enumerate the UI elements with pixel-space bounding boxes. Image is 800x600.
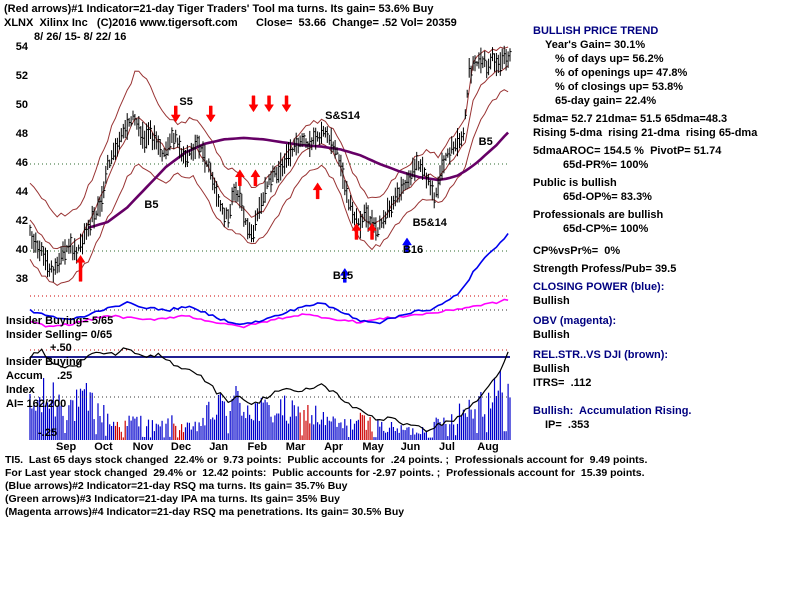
- rel-str-header: REL.STR..VS DJI (brown):: [533, 349, 669, 361]
- price-tick-label: 42: [15, 215, 28, 227]
- footer-indicator-4-line: (Magenta arrows)#4 Indicator=21-day RSQ …: [5, 506, 405, 518]
- strength-ratio: Strength Profess/Pub= 39.5: [533, 263, 677, 275]
- signal-label: B5&14: [412, 217, 447, 230]
- accumulation-header: Bullish: Accumulation Rising.: [533, 405, 692, 417]
- month-label: Jul: [439, 441, 455, 453]
- ai-neg-scale-label: -.25: [38, 427, 57, 439]
- sell-arrow-icon: [264, 95, 274, 113]
- month-label: Feb: [247, 441, 268, 453]
- month-label: Jan: [209, 441, 229, 453]
- signal-label: B5: [144, 198, 159, 211]
- ip-value: IP= .353: [545, 419, 590, 431]
- aroc-pivot: 5dmaAROC= 154.5 % PivotP= 51.74: [533, 145, 722, 157]
- month-label: Nov: [132, 441, 154, 453]
- price-tick-label: 54: [15, 41, 28, 53]
- sell-arrow-icon: [281, 95, 292, 113]
- month-label: Sep: [56, 441, 77, 453]
- professional-sentiment: Professionals are bullish: [533, 209, 664, 221]
- insider-buying-count: Insider Buying= 5/65: [6, 315, 114, 327]
- insider-buying-label: Insider Buying: [6, 356, 83, 368]
- footer-year-line: For Last year stock changed 29.4% or 12.…: [5, 467, 645, 479]
- index-label: Index: [6, 384, 35, 396]
- month-label: Oct: [94, 441, 113, 453]
- date-range: 8/ 26/ 15- 8/ 22/ 16: [34, 31, 127, 43]
- buy-arrow-icon: [351, 222, 362, 240]
- closing-power-status: Bullish: [533, 295, 570, 307]
- public-sentiment: Public is bullish: [533, 177, 617, 189]
- signal-label: B15: [332, 270, 354, 283]
- sell-arrow-icon: [205, 105, 216, 123]
- cp-scale-label: +.50: [50, 342, 72, 354]
- statistics-panel: BULLISH PRICE TREND Year's Gain= 30.1% % o…: [533, 24, 795, 432]
- accum-label: Accum: [6, 370, 43, 382]
- gain-65day: 65-day gain= 22.4%: [555, 95, 657, 107]
- indicator-1-line: (Red arrows)#1 Indicator=21-day Tiger Tr…: [4, 3, 434, 15]
- buy-arrow-icon: [250, 169, 261, 187]
- dma-values: 5dma= 52.7 21dma= 51.5 65dma=48.3: [533, 113, 728, 125]
- sell-arrow-icon: [248, 95, 259, 113]
- month-label: Dec: [170, 441, 192, 453]
- dma-trend: Rising 5-dma rising 21-dma rising 65-dma: [533, 127, 758, 139]
- footer-ti5-line: TI5. Last 65 days stock changed 22.4% or…: [5, 454, 648, 466]
- month-label: Mar: [285, 441, 306, 453]
- month-label: May: [362, 441, 384, 453]
- signal-label: B16: [402, 243, 424, 256]
- pct-openings-up: % of openings up= 47.8%: [555, 67, 688, 79]
- month-label: Apr: [324, 441, 344, 453]
- price-tick-label: 46: [15, 157, 28, 169]
- month-label: Aug: [477, 441, 499, 453]
- cp-65d: 65d-CP%= 100%: [563, 223, 649, 235]
- price-tick-label: 50: [15, 99, 28, 111]
- month-label: Jun: [400, 441, 421, 453]
- price-tick-label: 52: [15, 70, 28, 82]
- obv-status: Bullish: [533, 329, 570, 341]
- rel-str-status: Bullish: [533, 363, 570, 375]
- price-tick-label: 44: [15, 186, 28, 198]
- closing-power-header: CLOSING POWER (blue):: [533, 281, 665, 293]
- itrs-value: ITRS= .112: [533, 377, 592, 389]
- price-trend-header: BULLISH PRICE TREND: [533, 25, 659, 37]
- buy-arrow-icon: [367, 222, 377, 240]
- buy-arrow-icon: [402, 237, 412, 253]
- buy-arrow-icon: [75, 254, 86, 282]
- signal-label: S5: [179, 95, 193, 108]
- title-line: XLNX Xilinx Inc (C)2016 www.tigersoft.co…: [4, 17, 457, 29]
- years-gain: Year's Gain= 30.1%: [545, 39, 646, 51]
- buy-arrow-icon: [312, 182, 323, 200]
- buy-arrow-icon: [339, 267, 350, 283]
- pct-days-up: % of days up= 56.2%: [555, 53, 664, 65]
- footer-indicator-3-line: (Green arrows)#3 Indicator=21-day IPA ma…: [5, 493, 340, 505]
- obv-header: OBV (magenta):: [533, 315, 617, 327]
- price-tick-label: 40: [15, 244, 28, 256]
- accum-scale-label: .25: [57, 370, 73, 382]
- pr-65d: 65d-PR%= 100%: [563, 159, 649, 171]
- sell-arrow-icon: [170, 105, 181, 123]
- price-tick-label: 38: [15, 273, 28, 285]
- buy-arrow-icon: [234, 169, 245, 187]
- insider-selling-count: Insider Selling= 0/65: [6, 329, 113, 341]
- footer-indicator-2-line: (Blue arrows)#2 Indicator=21-day RSQ ma …: [5, 480, 348, 492]
- op-65d: 65d-OP%= 83.3%: [563, 191, 652, 203]
- ai-value: AI= 162/200: [6, 398, 67, 410]
- pct-closings-up: % of closings up= 53.8%: [555, 81, 684, 93]
- price-tick-label: 48: [15, 128, 28, 140]
- signal-label: S&S14: [325, 110, 361, 123]
- signal-label: B5: [478, 136, 493, 149]
- cp-vs-pr: CP%vsPr%= 0%: [533, 245, 621, 257]
